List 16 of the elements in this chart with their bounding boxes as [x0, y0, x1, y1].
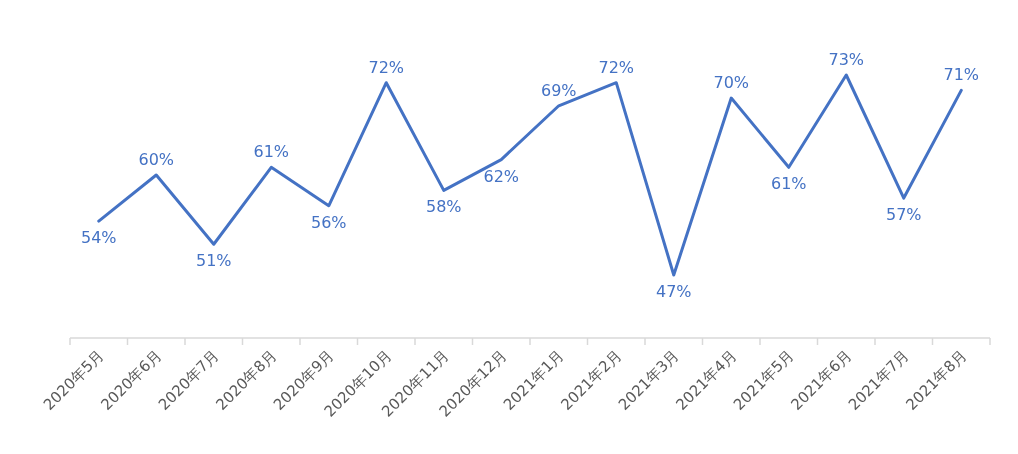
data-label: 61%	[253, 142, 290, 162]
data-label: 72%	[368, 57, 405, 77]
data-label: 71%	[943, 65, 980, 85]
data-label: 70%	[713, 73, 750, 93]
data-label: 57%	[885, 205, 922, 225]
data-label: 60%	[138, 150, 175, 169]
data-label: 47%	[655, 282, 692, 301]
data-label: 61%	[770, 174, 807, 194]
data-label: 56%	[310, 212, 347, 232]
data-label: 62%	[483, 166, 520, 186]
data-label: 72%	[598, 57, 635, 77]
data-label: 69%	[540, 80, 577, 100]
data-label: 51%	[195, 251, 232, 271]
data-label: 54%	[80, 228, 117, 248]
data-label: 58%	[425, 197, 462, 217]
data-label: 73%	[828, 50, 865, 69]
